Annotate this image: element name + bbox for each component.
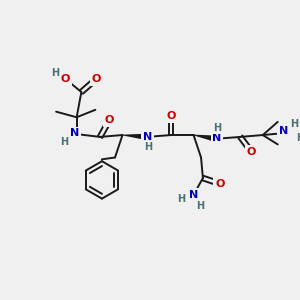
Text: H: H <box>290 119 298 129</box>
Text: O: O <box>215 179 224 189</box>
Text: H: H <box>296 133 300 143</box>
Polygon shape <box>122 134 147 140</box>
Text: N: N <box>143 132 152 142</box>
Text: H: H <box>196 201 204 211</box>
Text: H: H <box>213 123 221 133</box>
Text: O: O <box>92 74 101 84</box>
Text: H: H <box>177 194 185 204</box>
Text: O: O <box>167 111 176 121</box>
Text: O: O <box>61 74 70 84</box>
Text: H: H <box>51 68 59 78</box>
Text: N: N <box>212 133 222 143</box>
Text: H: H <box>61 136 69 147</box>
Text: N: N <box>70 128 80 138</box>
Text: O: O <box>247 147 256 157</box>
Text: N: N <box>279 126 288 136</box>
Text: H: H <box>144 142 152 152</box>
Text: O: O <box>105 115 114 125</box>
Polygon shape <box>194 135 217 142</box>
Text: N: N <box>189 190 198 200</box>
